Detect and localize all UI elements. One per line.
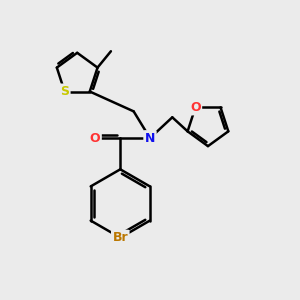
Text: O: O (90, 132, 100, 145)
Text: Br: Br (112, 231, 128, 244)
Text: S: S (60, 85, 69, 98)
Text: N: N (145, 132, 155, 145)
Text: O: O (190, 101, 201, 114)
